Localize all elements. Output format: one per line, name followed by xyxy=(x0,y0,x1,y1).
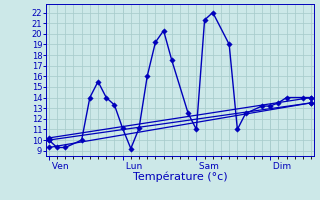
X-axis label: Température (°c): Température (°c) xyxy=(133,172,227,182)
